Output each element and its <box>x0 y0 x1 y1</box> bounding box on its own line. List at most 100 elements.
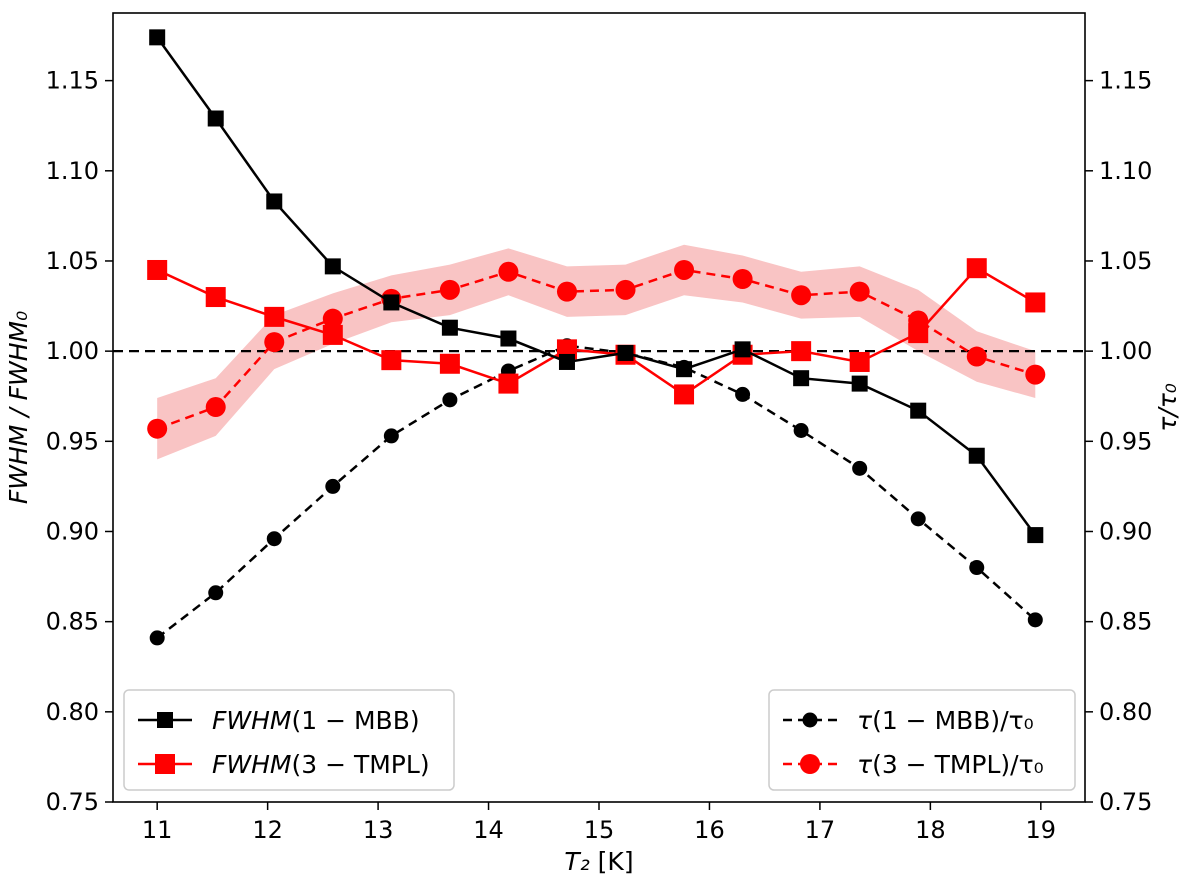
legend-label-1-italic: FWHM <box>212 750 291 779</box>
y-tick-label-left: 1.00 <box>46 337 99 365</box>
y-axis-label-right: τ/τ₀ <box>1153 383 1182 432</box>
x-tick-label: 14 <box>473 816 504 844</box>
x-tick-label: 12 <box>252 816 283 844</box>
legend-label-1-rest: (3 − TMPL) <box>291 750 429 779</box>
series-2 <box>149 338 1043 646</box>
legend-marker-1 <box>155 754 175 774</box>
series-1-point <box>322 324 343 345</box>
legend-box <box>123 689 455 791</box>
series-2-point <box>325 478 341 494</box>
x-tick-label: 13 <box>363 816 394 844</box>
series-1-point <box>381 350 402 371</box>
y-tick-label-left: 1.15 <box>46 67 99 95</box>
series-1-point <box>966 258 987 279</box>
series-3-point <box>966 346 987 367</box>
series-3-point <box>264 332 285 353</box>
legend-marker-3 <box>800 754 820 774</box>
x-tick-label: 17 <box>805 816 836 844</box>
x-tick-label: 18 <box>915 816 946 844</box>
series-0-point <box>1027 527 1044 544</box>
series-3-point <box>849 281 870 302</box>
series-1-point <box>147 259 168 280</box>
y-tick-label-right: 1.10 <box>1099 157 1152 185</box>
series-3-point <box>322 308 343 329</box>
y-tick-label-right: 1.00 <box>1099 337 1152 365</box>
series-0-point <box>207 110 224 127</box>
series-0-point <box>149 29 166 46</box>
series-2-point <box>910 511 926 527</box>
legend-label-0-rest: (1 − MBB) <box>291 706 419 735</box>
series-0-point <box>500 330 517 347</box>
series-2-point <box>793 422 809 438</box>
series-0-point <box>558 353 575 370</box>
series-3-point <box>1025 364 1046 385</box>
series-3-point <box>556 281 577 302</box>
series-0-point <box>793 370 810 387</box>
confidence-band <box>157 244 1036 460</box>
series-3-point <box>732 269 753 290</box>
series-0-line <box>156 36 1037 536</box>
series-3-point <box>439 279 460 300</box>
y-tick-label-left: 1.10 <box>46 157 99 185</box>
legend-label-3-rest: (3 − TMPL)/τ₀ <box>872 750 1044 779</box>
series-0-point <box>441 319 458 336</box>
y-tick-label-left: 0.75 <box>46 788 99 816</box>
series-2-point <box>266 531 282 547</box>
series-0-point <box>851 375 868 392</box>
plot-area <box>113 29 1085 646</box>
y-tick-label-right: 0.90 <box>1099 517 1152 545</box>
x-tick-label: 11 <box>142 816 173 844</box>
y-tick-label-left: 0.80 <box>46 698 99 726</box>
legend-label-2-italic: τ <box>857 706 873 735</box>
legend-label-0: FWHM(1 − MBB) <box>212 706 420 735</box>
series-0-point <box>324 258 341 275</box>
y-tick-label-right: 1.05 <box>1099 247 1152 275</box>
series-2-point <box>969 560 985 576</box>
series-2-line <box>156 344 1037 639</box>
series-0 <box>149 29 1044 544</box>
y-tick-label-right: 0.85 <box>1099 608 1152 636</box>
x-tick-label: 15 <box>584 816 615 844</box>
plot-frame <box>112 12 1086 803</box>
legend-marker-0 <box>157 712 173 728</box>
series-2-point <box>442 392 458 408</box>
series-3-point <box>615 279 636 300</box>
series-1-point <box>1025 292 1046 313</box>
series-2-point <box>852 460 868 476</box>
series-0-point <box>910 402 927 419</box>
series-0-point <box>383 294 400 311</box>
legend-label-1: FWHM(3 − TMPL) <box>212 750 430 779</box>
x-tick-label: 16 <box>694 816 725 844</box>
series-3-point <box>147 418 168 439</box>
series-3-point <box>791 285 812 306</box>
x-axis-label-rest: [K] <box>590 847 634 876</box>
y-tick-label-left: 0.90 <box>46 517 99 545</box>
series-2-point <box>1027 612 1043 628</box>
legend-label-0-italic: FWHM <box>212 706 291 735</box>
series-2-point <box>383 428 399 444</box>
y-tick-label-left: 1.05 <box>46 247 99 275</box>
series-3-line <box>156 268 1036 430</box>
series-1-point <box>439 353 460 374</box>
y-tick-label-left: 0.95 <box>46 427 99 455</box>
y-axis-label-left: FWHM / FWHM₀ <box>4 311 33 504</box>
x-tick-label: 19 <box>1026 816 1057 844</box>
series-2-point <box>208 585 224 601</box>
x-axis-label-italic: T₂ <box>564 847 589 876</box>
axes: 11 12 13 14 15 16 17 18 19 0.75 0.75 0.80 0.80 0.85 0.… <box>4 12 1182 876</box>
series-1-point <box>264 306 285 327</box>
legend-marker-2 <box>802 712 818 728</box>
series-1-point <box>498 373 519 394</box>
series-1-point <box>908 323 929 344</box>
y-tick-label-right: 0.80 <box>1099 698 1152 726</box>
series-3-point <box>205 397 226 418</box>
series-0-point <box>266 193 283 210</box>
series-2-point <box>149 630 165 646</box>
series-1-line <box>156 266 1036 396</box>
legend-box <box>768 689 1076 791</box>
y-tick-label-right: 0.95 <box>1099 427 1152 455</box>
series-1-point <box>791 341 812 362</box>
y-tick-label-right: 1.15 <box>1099 67 1152 95</box>
legend-label-2-rest: (1 − MBB)/τ₀ <box>872 706 1034 735</box>
